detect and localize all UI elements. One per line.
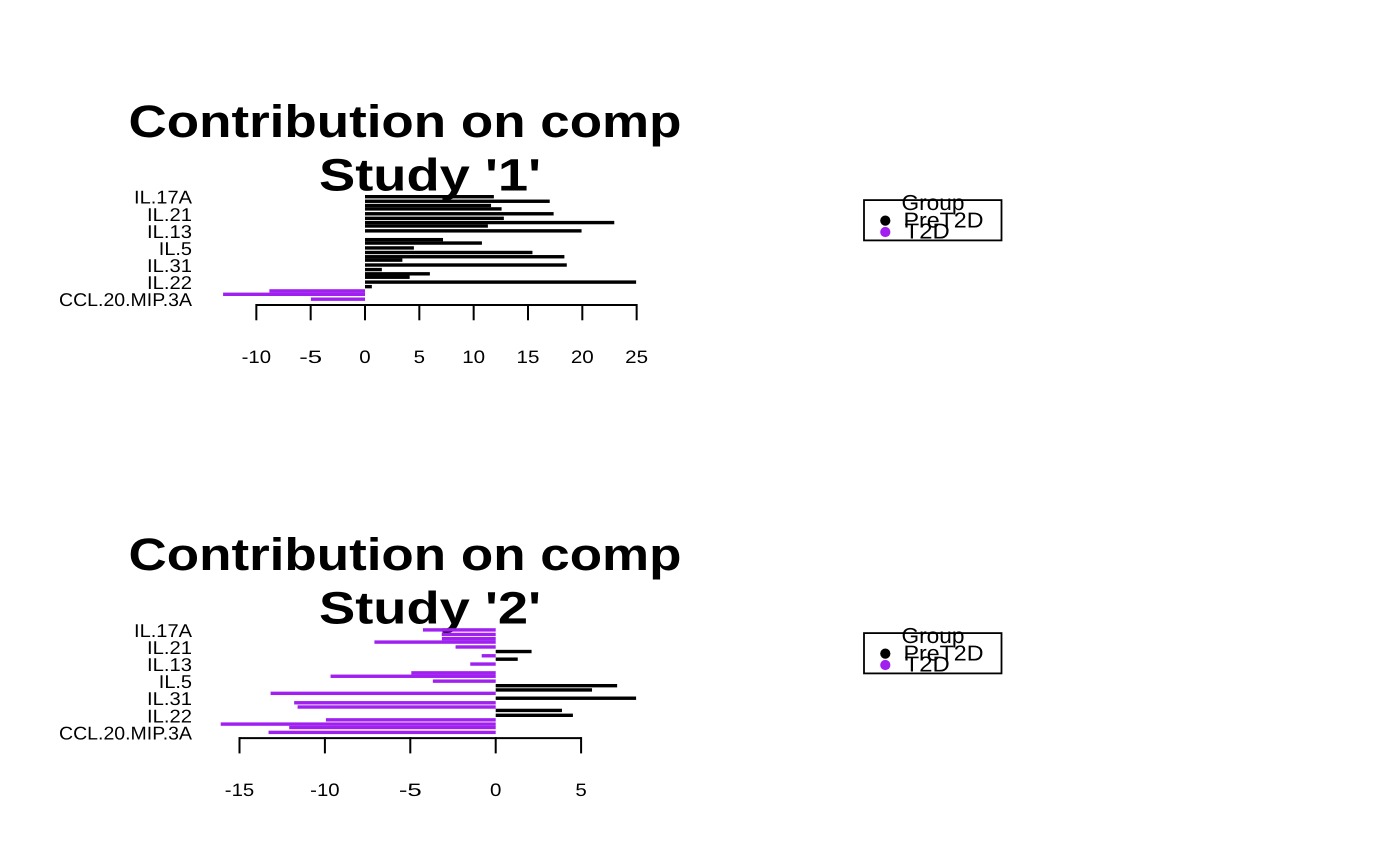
svg-text:-10: -10 [310, 780, 339, 800]
svg-text:0: 0 [490, 780, 501, 800]
svg-text:Study '2': Study '2' [319, 582, 541, 633]
svg-text:5: 5 [414, 347, 425, 367]
svg-text:10: 10 [462, 347, 485, 367]
svg-text:T2D: T2D [905, 652, 950, 677]
svg-text:IL.31: IL.31 [147, 255, 192, 276]
svg-text:IL.31: IL.31 [147, 688, 192, 709]
svg-text:IL.22: IL.22 [147, 272, 192, 293]
svg-text:Group: Group [902, 190, 965, 215]
svg-text:20: 20 [571, 347, 594, 367]
svg-text:0: 0 [359, 347, 370, 367]
svg-text:-15: -15 [225, 780, 254, 800]
svg-text:25: 25 [625, 347, 648, 367]
svg-text:IL.13: IL.13 [147, 654, 192, 675]
svg-text:IL.5: IL.5 [159, 238, 192, 259]
svg-text:T2D: T2D [905, 219, 950, 244]
svg-text:Contribution on comp: Contribution on comp [129, 529, 682, 580]
svg-text:Study '1': Study '1' [319, 149, 541, 200]
svg-text:5: 5 [575, 780, 586, 800]
svg-text:CCL.20.MIP.3A: CCL.20.MIP.3A [59, 289, 193, 310]
svg-text:PreT2D: PreT2D [904, 207, 984, 232]
svg-text:-5: -5 [399, 780, 422, 800]
svg-text:IL.13: IL.13 [147, 221, 192, 242]
svg-text:15: 15 [517, 347, 540, 367]
svg-text:Group: Group [902, 623, 965, 648]
svg-text:PreT2D: PreT2D [904, 640, 984, 665]
svg-text:IL.17A: IL.17A [134, 187, 193, 208]
svg-text:IL.21: IL.21 [147, 637, 192, 658]
svg-text:-10: -10 [242, 347, 271, 367]
svg-text:IL.5: IL.5 [159, 671, 192, 692]
svg-text:IL.22: IL.22 [147, 705, 192, 726]
svg-text:Contribution on comp: Contribution on comp [129, 96, 682, 147]
svg-text:CCL.20.MIP.3A: CCL.20.MIP.3A [59, 722, 193, 743]
svg-text:-5: -5 [299, 347, 322, 367]
svg-text:IL.17A: IL.17A [134, 620, 193, 641]
svg-text:IL.21: IL.21 [147, 204, 192, 225]
